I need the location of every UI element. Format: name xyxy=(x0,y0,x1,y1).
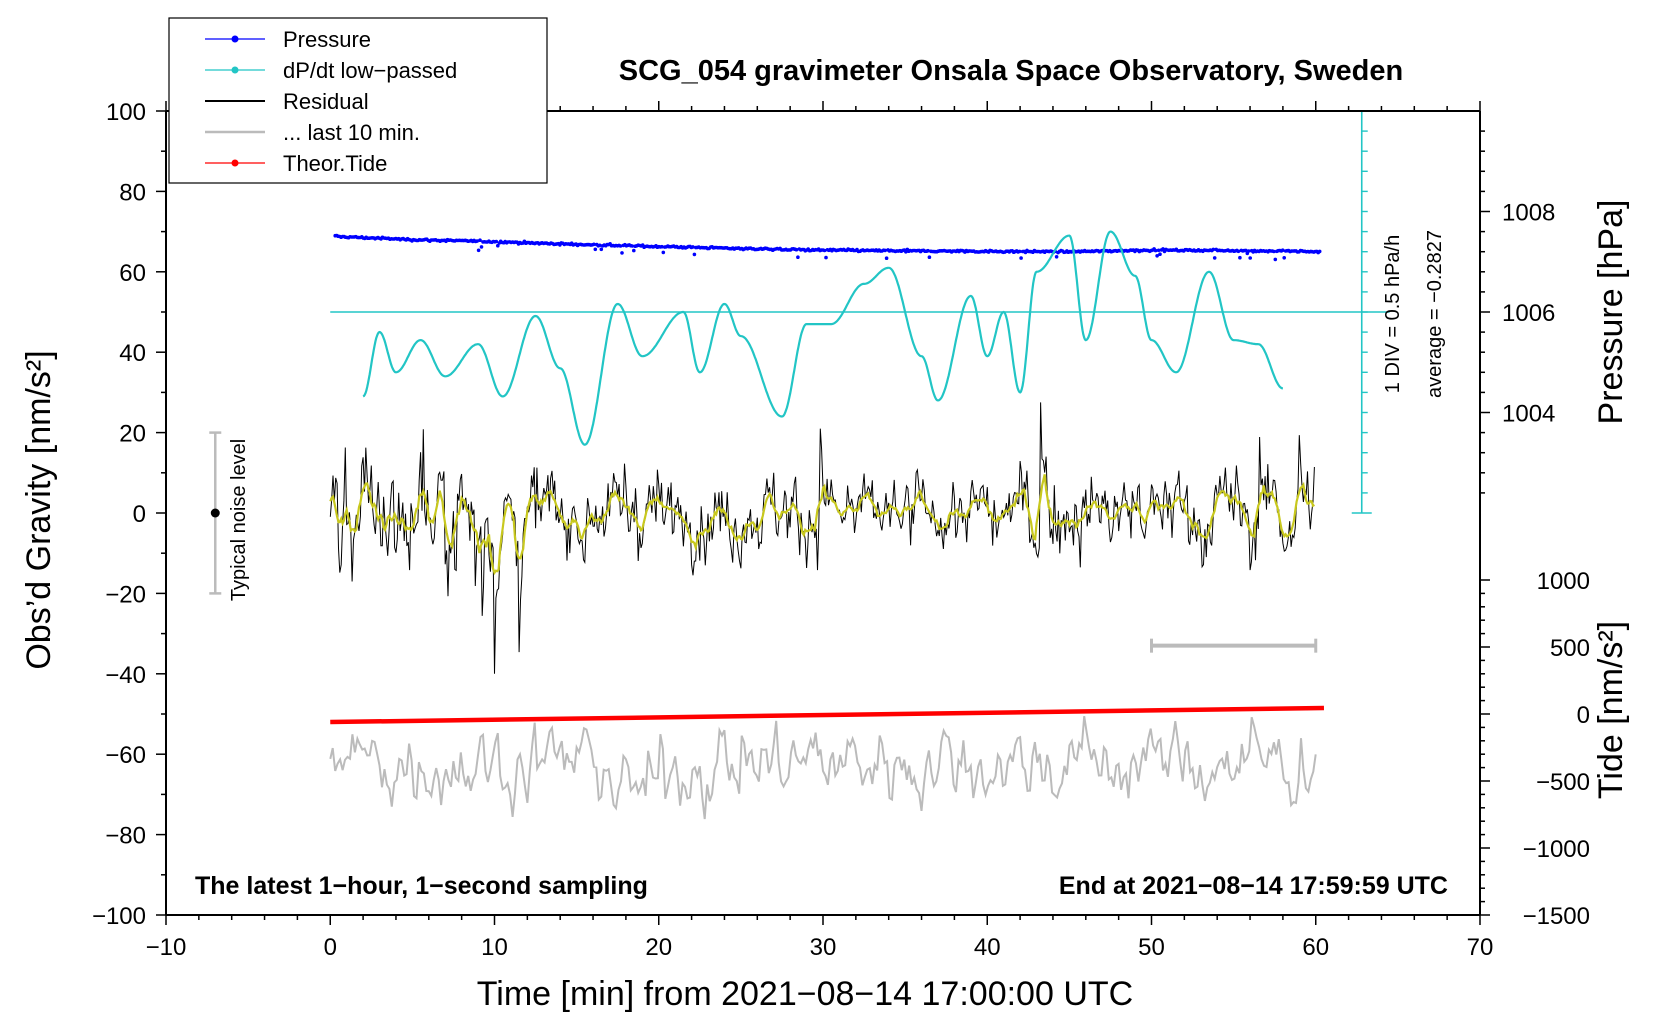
last-10-min-line xyxy=(329,716,1317,820)
x-axis-title: Time [min] from 2021−08−14 17:00:00 UTC xyxy=(477,975,1133,1013)
x-tick-label: 20 xyxy=(645,934,672,961)
pressure-tick-label: 1004 xyxy=(1502,401,1555,428)
annotation-end-time: End at 2021−08−14 17:59:59 UTC xyxy=(1059,872,1448,900)
legend-marker-dpdt xyxy=(231,66,239,74)
dpdt-line xyxy=(362,230,1284,446)
y-tick-label: −100 xyxy=(92,903,146,930)
noise-level-label: Typical noise level xyxy=(228,439,250,601)
y-tick-label: 60 xyxy=(119,260,146,287)
x-tick-label: 70 xyxy=(1467,934,1494,961)
tide-line xyxy=(330,705,1324,725)
y-tick-label: −40 xyxy=(105,662,146,689)
legend-label-tide: Theor.Tide xyxy=(283,151,387,176)
legend-label-residual: Residual xyxy=(283,89,369,114)
tide-tick-label: 0 xyxy=(1577,702,1590,729)
residual-smoothed-line xyxy=(329,474,1315,576)
pressure-tick-label: 1008 xyxy=(1502,200,1555,227)
y-tick-label: 20 xyxy=(119,421,146,448)
y-tick-label: 0 xyxy=(133,501,146,528)
legend-label-dpdt: dP/dt low−passed xyxy=(283,58,457,83)
legend-item-last-10-min: ... last 10 min. xyxy=(205,120,420,145)
x-tick-label: −10 xyxy=(146,934,187,961)
theor-tide-series xyxy=(330,705,1324,725)
residual-smoothed-series xyxy=(329,474,1315,576)
residual-series xyxy=(329,402,1315,674)
annotation-sampling: The latest 1−hour, 1−second sampling xyxy=(195,872,648,900)
legend-marker-tide xyxy=(231,159,239,167)
noise-level-indicator xyxy=(209,431,222,595)
y-tick-label: 80 xyxy=(119,179,146,206)
tick-labels: −10 0 10 20 30 40 50 60 70−100−80−60−40−20020406… xyxy=(92,99,1590,961)
tide-tick-label: −500 xyxy=(1536,769,1590,796)
legend: Pressure dP/dt low−passed Residual ... l… xyxy=(168,17,548,184)
last-10-min-series xyxy=(329,716,1317,820)
y-axis-title-pressure: Pressure [hPa] xyxy=(1592,200,1630,425)
y-axis-title-tide: Tide [nm/s²] xyxy=(1592,621,1630,799)
noise-center-dot xyxy=(210,508,220,518)
legend-label-pressure: Pressure xyxy=(283,27,371,52)
pressure-series xyxy=(333,233,1322,262)
last-10-min-bracket xyxy=(1150,638,1318,653)
y-tick-label: 100 xyxy=(106,99,146,126)
pressure-tick-label: 1006 xyxy=(1502,300,1555,327)
y-axis-title-left: Obs’d Gravity [nm/s²] xyxy=(20,350,58,669)
y-tick-label: −60 xyxy=(105,742,146,769)
tide-tick-label: 1000 xyxy=(1537,568,1590,595)
legend-item-pressure: Pressure xyxy=(205,27,371,52)
dpdt-scale-label: 1 DIV = 0.5 hPa/h xyxy=(1382,235,1404,393)
tide-tick-label: −1500 xyxy=(1523,903,1590,930)
legend-item-dpdt: dP/dt low−passed xyxy=(205,58,457,83)
pressure-points xyxy=(333,233,1322,262)
tide-tick-label: −1000 xyxy=(1523,836,1590,863)
x-tick-label: 0 xyxy=(324,934,337,961)
residual-line xyxy=(329,402,1315,674)
legend-marker-pressure xyxy=(231,35,239,43)
x-tick-label: 30 xyxy=(810,934,837,961)
y-tick-label: −80 xyxy=(105,823,146,850)
y-tick-label: 40 xyxy=(119,340,146,367)
tide-tick-label: 500 xyxy=(1550,635,1590,662)
dpdt-series xyxy=(362,230,1284,446)
legend-item-residual: Residual xyxy=(205,89,369,114)
chart-title: SCG_054 gravimeter Onsala Space Observat… xyxy=(619,55,1403,87)
y-tick-label: −20 xyxy=(105,581,146,608)
x-tick-label: 10 xyxy=(481,934,508,961)
x-tick-label: 40 xyxy=(974,934,1001,961)
legend-label-last-10-min: ... last 10 min. xyxy=(283,120,420,145)
legend-item-tide: Theor.Tide xyxy=(205,151,387,176)
dpdt-average-label: average = −0.2827 xyxy=(1424,230,1446,398)
x-tick-label: 60 xyxy=(1302,934,1329,961)
x-tick-label: 50 xyxy=(1138,934,1165,961)
